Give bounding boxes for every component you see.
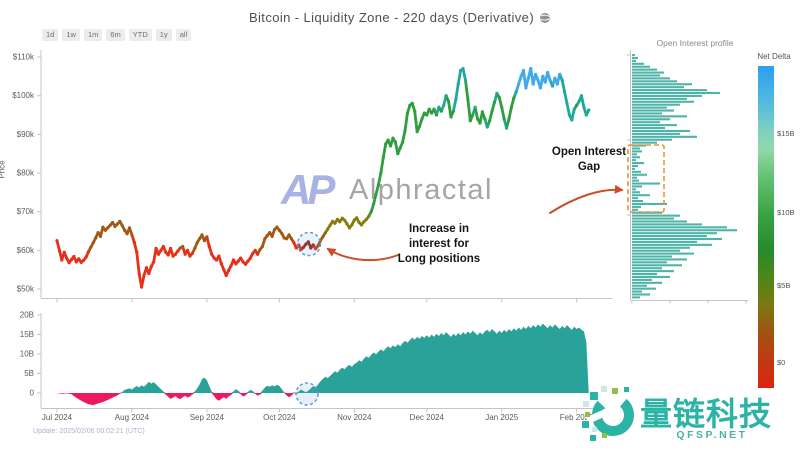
watermark-text: Alphractal bbox=[349, 174, 493, 206]
svg-text:$90k: $90k bbox=[17, 130, 35, 139]
svg-text:0: 0 bbox=[30, 389, 35, 398]
svg-text:$60k: $60k bbox=[17, 246, 35, 255]
svg-text:15B: 15B bbox=[20, 330, 34, 339]
svg-text:Feb 2025: Feb 2025 bbox=[560, 413, 594, 422]
svg-text:Aug 2024: Aug 2024 bbox=[115, 413, 150, 422]
svg-text:Nov 2024: Nov 2024 bbox=[337, 413, 372, 422]
svg-text:Jul 2024: Jul 2024 bbox=[42, 413, 73, 422]
range-button-1w[interactable]: 1w bbox=[62, 29, 80, 41]
range-selector: 1d 1w 1m 6m YTD 1y all bbox=[42, 29, 192, 41]
colorbar-label: $0 bbox=[777, 358, 786, 367]
svg-text:20B: 20B bbox=[20, 311, 34, 320]
svg-text:10B: 10B bbox=[20, 350, 34, 359]
svg-text:$80k: $80k bbox=[17, 169, 35, 178]
svg-text:Dec 2024: Dec 2024 bbox=[410, 413, 445, 422]
price-series bbox=[55, 67, 591, 289]
oi-profile-bars bbox=[632, 54, 737, 299]
oi-delta-area bbox=[57, 323, 589, 406]
svg-text:$70k: $70k bbox=[17, 207, 35, 216]
svg-text:Jan 2025: Jan 2025 bbox=[485, 413, 518, 422]
highlight-circle-price bbox=[296, 231, 322, 257]
watermark-monogram-icon: AP bbox=[280, 166, 336, 213]
range-button-ytd[interactable]: YTD bbox=[128, 29, 152, 41]
oi-gap-rect bbox=[627, 144, 665, 213]
range-button-1d[interactable]: 1d bbox=[42, 29, 59, 41]
range-button-1y[interactable]: 1y bbox=[155, 29, 172, 41]
colorbar-label: $10B bbox=[777, 208, 795, 217]
svg-text:Sep 2024: Sep 2024 bbox=[190, 413, 225, 422]
arrow-oi-gap-icon bbox=[549, 184, 624, 214]
range-button-6m[interactable]: 6m bbox=[106, 29, 125, 41]
colorbar-label: $5B bbox=[777, 281, 791, 290]
svg-text:$100k: $100k bbox=[12, 91, 35, 100]
range-button-1m[interactable]: 1m bbox=[83, 29, 103, 41]
svg-text:5B: 5B bbox=[24, 369, 34, 378]
axes: $110k $100k $90k $80k $70k $60k $50k 20B 15B 10B 5… bbox=[12, 50, 748, 422]
range-button-all[interactable]: all bbox=[175, 29, 192, 41]
highlight-circle-delta bbox=[295, 382, 319, 406]
colorbar-label: $15B bbox=[777, 129, 795, 138]
watermark: AP Alphractal bbox=[280, 166, 493, 213]
svg-text:Oct 2024: Oct 2024 bbox=[263, 413, 296, 422]
svg-text:$110k: $110k bbox=[13, 53, 35, 62]
svg-text:$50k: $50k bbox=[17, 285, 35, 294]
arrow-long-interest-icon bbox=[326, 248, 399, 262]
